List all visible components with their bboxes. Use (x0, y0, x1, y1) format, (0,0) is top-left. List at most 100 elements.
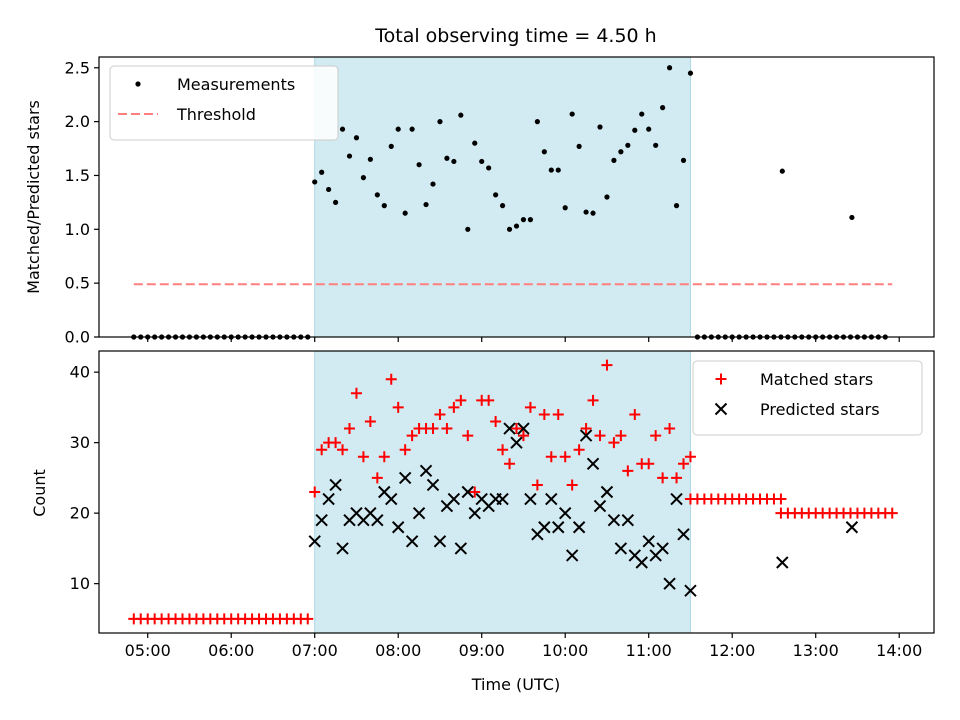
measurement-point (666, 65, 673, 71)
matched-star-marker (427, 423, 439, 435)
y-tick-label: 30 (70, 433, 90, 452)
measurement-point (367, 156, 373, 162)
x-tick-label: 10:00 (542, 641, 588, 660)
matched-star-marker (483, 394, 495, 406)
predicted-star-marker (663, 577, 676, 590)
measurement-point (646, 126, 652, 132)
y-axis-label-top: Matched/Predicted stars (24, 100, 43, 294)
measurement-point (339, 126, 346, 132)
predicted-star-marker (579, 429, 593, 442)
predicted-star-marker (426, 478, 440, 492)
matched-star-marker (615, 430, 627, 442)
predicted-star-marker (607, 513, 621, 527)
matched-star-marker (566, 479, 578, 491)
matched-star-marker (371, 472, 383, 484)
measurement-point (388, 143, 394, 149)
matched-star-marker (469, 486, 481, 498)
measurement-point (458, 112, 464, 118)
matched-star-marker (671, 472, 683, 484)
predicted-star-marker (559, 506, 572, 520)
matched-star-marker (608, 437, 620, 449)
y-tick-label: 40 (70, 363, 90, 382)
matched-star-marker (650, 430, 662, 442)
matched-star-marker (517, 430, 529, 442)
axes-frame (98, 350, 935, 634)
measurement-point (562, 205, 568, 211)
x-tick-label: 07:00 (292, 641, 338, 660)
matched-star-marker (504, 458, 516, 470)
measurement-point (326, 186, 332, 193)
predicted-star-marker (454, 542, 468, 555)
matched-star-marker (357, 451, 369, 463)
matched-star-marker (364, 416, 376, 427)
y-tick-label: 1.0 (65, 220, 90, 239)
matched-star-marker (545, 451, 557, 463)
measurement-point (409, 126, 415, 132)
x-tick-label: 14:00 (876, 641, 922, 660)
matched-star-marker (344, 423, 355, 435)
measurement-point (451, 158, 457, 165)
measurement-point (779, 168, 785, 174)
predicted-star-marker (684, 584, 697, 597)
x-tick-label: 13:00 (793, 641, 839, 660)
matched-star-marker (316, 444, 328, 456)
predicted-star-marker (776, 556, 789, 569)
measurement-point (597, 124, 603, 130)
predicted-star-marker (308, 535, 321, 548)
measurement-point (555, 167, 561, 173)
matched-star-marker (524, 401, 536, 413)
legend-marker-measurements (135, 81, 141, 87)
matched-star-marker (538, 408, 550, 420)
predicted-star-marker (635, 556, 648, 569)
predicted-star-marker (433, 535, 447, 548)
matched-star-marker (587, 394, 599, 406)
measurement-point (611, 157, 617, 163)
matched-star-marker (385, 373, 397, 385)
predicted-star-marker (468, 506, 481, 520)
predicted-star-marker (419, 464, 433, 478)
matched-star-marker (678, 458, 689, 470)
matched-star-marker (330, 437, 342, 449)
predicted-star-marker (510, 436, 523, 449)
bottom-panel: 10 20 30 40 05:00 06:00 07:00 08:00 09:00 10:00 11… (70, 350, 935, 660)
measurement-point (576, 143, 582, 149)
legend-label: Matched stars (760, 370, 873, 389)
matched-star-marker (594, 430, 606, 442)
y-tick-label: 2.5 (65, 58, 90, 77)
measurement-point (673, 203, 680, 209)
matched-star-marker (629, 408, 641, 420)
measurement-point (395, 126, 401, 132)
observing-span (314, 56, 691, 338)
measurement-point (332, 199, 339, 205)
predicted-star-marker (336, 542, 349, 555)
matched-star-marker (497, 444, 509, 456)
predicted-star-marker (447, 492, 461, 506)
matched-star-marker (622, 465, 634, 477)
y-tick-label: 10 (70, 574, 90, 593)
measurement-point (687, 70, 694, 76)
x-tick-label: 08:00 (375, 641, 421, 660)
measurement-point (499, 203, 506, 209)
measurement-point (430, 181, 436, 187)
measurement-point (402, 210, 408, 216)
predicted-star-marker (385, 492, 398, 506)
measurement-point (374, 192, 380, 198)
matched-star-marker (378, 451, 390, 463)
predicted-star-marker (461, 485, 474, 499)
measurement-point (849, 214, 855, 221)
legend-marker-matched (715, 373, 727, 385)
measurement-point (534, 119, 540, 125)
x-tick-label: 12:00 (709, 641, 755, 660)
x-tick-label: 11:00 (626, 641, 672, 660)
measurement-point (465, 226, 471, 232)
predicted-star-marker (503, 422, 516, 435)
x-tick-label: 05:00 (125, 641, 171, 660)
legend-marker-predicted (714, 402, 728, 416)
predicted-star-marker (565, 549, 579, 562)
predicted-star-marker (405, 535, 419, 548)
x-tick-label: 09:00 (459, 641, 505, 660)
matched-star-marker (448, 401, 460, 413)
matched-star-marker (302, 613, 314, 625)
predicted-star-marker (552, 521, 565, 534)
measurement-point (618, 149, 624, 155)
